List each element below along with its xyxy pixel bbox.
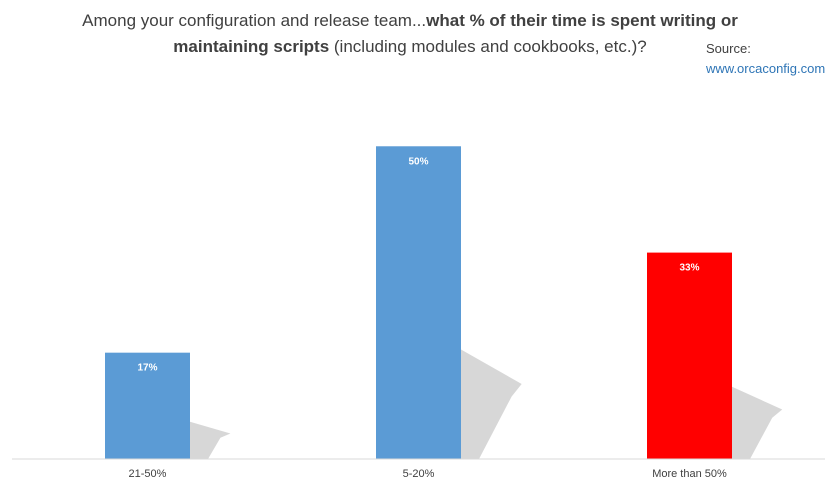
bar-shadow-1 xyxy=(190,421,231,459)
category-label-1: 21-50% xyxy=(129,468,167,480)
source-link[interactable]: www.orcaconfig.com xyxy=(706,61,826,76)
bar-shadows xyxy=(190,349,783,459)
title-bold-1: what % of their time is spent writing or xyxy=(426,11,738,30)
category-label-2: 5-20% xyxy=(403,468,435,480)
title-part-2: (including modules and cookbooks, etc.)? xyxy=(329,37,647,56)
bar-1 xyxy=(105,352,190,459)
value-label-1: 17% xyxy=(137,363,157,374)
value-label-2: 50% xyxy=(408,156,428,167)
category-label-3: More than 50% xyxy=(652,468,727,480)
bar-shadow-2 xyxy=(461,349,522,459)
source-label: Source: xyxy=(706,41,751,56)
source-block: Source: www.orcaconfig.com xyxy=(706,39,825,79)
bar-3 xyxy=(647,252,732,459)
bar-shadow-3 xyxy=(732,386,783,459)
labels: 17% 21-50% 50% 5-20% 33% More than 50% xyxy=(129,156,727,480)
title-part-1: Among your configuration and release tea… xyxy=(82,11,427,30)
title-bold-2: maintaining scripts xyxy=(173,37,330,56)
chart-title: Among your configuration and release tea… xyxy=(40,8,780,60)
value-label-3: 33% xyxy=(679,263,699,274)
bar-2 xyxy=(376,146,461,460)
bars xyxy=(105,146,732,460)
